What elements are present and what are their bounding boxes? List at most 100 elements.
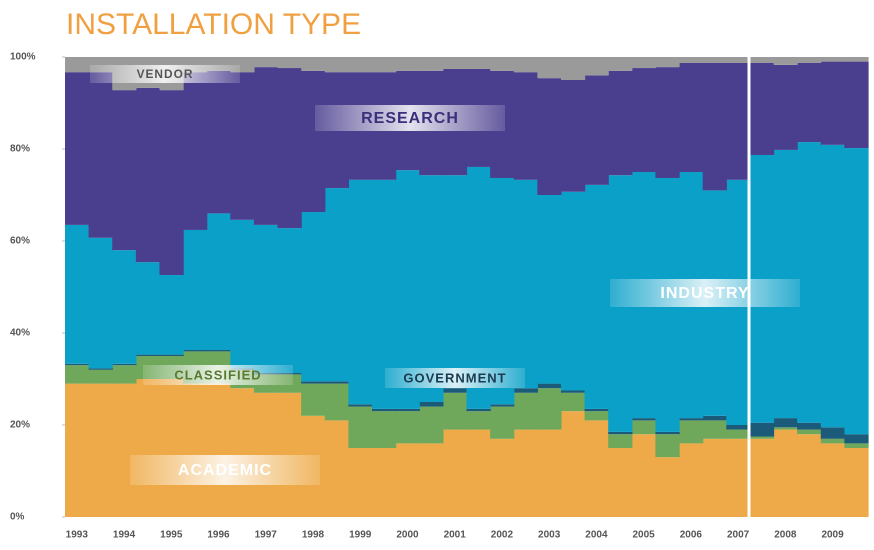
area-segment xyxy=(419,175,444,402)
area-segment xyxy=(253,67,279,225)
y-tick-label: 20% xyxy=(10,420,30,431)
series-label: RESEARCH xyxy=(361,110,459,127)
area-segment xyxy=(560,191,586,391)
area-segment xyxy=(301,383,326,416)
area-segment xyxy=(88,369,113,384)
area-segment xyxy=(348,57,373,73)
area-segment xyxy=(513,392,538,430)
area-segment xyxy=(726,438,751,517)
area-segment xyxy=(372,408,397,412)
area-segment xyxy=(655,67,680,178)
area-segment xyxy=(631,420,657,435)
area-segment xyxy=(820,144,845,428)
area-segment xyxy=(844,443,869,448)
area-segment xyxy=(135,354,161,356)
area-segment xyxy=(183,383,208,517)
area-segment xyxy=(372,57,397,73)
area-segment xyxy=(206,70,231,214)
area-segment xyxy=(584,420,609,517)
area-segment xyxy=(797,142,822,423)
area-segment xyxy=(820,57,845,62)
x-tick-label: 2007 xyxy=(727,530,750,541)
x-tick-label: 1994 xyxy=(113,530,136,541)
area-segment xyxy=(112,383,137,517)
x-tick-label: 2004 xyxy=(585,530,608,541)
area-segment xyxy=(348,179,373,405)
area-segment xyxy=(112,90,137,251)
y-tick-label: 0% xyxy=(10,512,25,523)
area-segment xyxy=(608,448,633,517)
area-segment xyxy=(395,411,420,444)
area-segment xyxy=(820,443,845,517)
area-segment xyxy=(301,70,326,213)
area-segment xyxy=(183,229,208,351)
area-segment xyxy=(679,62,704,173)
area-segment xyxy=(584,57,609,76)
x-tick-label: 1998 xyxy=(302,530,325,541)
area-segment xyxy=(844,448,869,517)
area-segment xyxy=(112,363,137,366)
series-label-box xyxy=(90,65,240,83)
area-segment xyxy=(206,350,231,352)
area-segment xyxy=(584,411,609,421)
area-segment xyxy=(820,61,845,145)
area-segment xyxy=(773,64,798,150)
x-tick-label: 2005 xyxy=(633,530,656,541)
area-segment xyxy=(230,72,255,220)
series-label-box xyxy=(143,365,293,385)
area-segment xyxy=(655,431,680,435)
series-label: VENDOR xyxy=(137,67,194,81)
x-tick-label: 2002 xyxy=(491,530,514,541)
area-segment xyxy=(88,72,113,238)
area-segment xyxy=(277,68,302,229)
area-segment xyxy=(301,57,326,71)
area-segment xyxy=(253,392,279,517)
x-tick-label: 1995 xyxy=(160,530,183,541)
area-segment xyxy=(726,429,751,439)
area-segment xyxy=(537,388,562,430)
area-segment xyxy=(655,434,680,458)
area-segment xyxy=(159,90,184,276)
area-segment xyxy=(560,390,586,393)
area-segment xyxy=(608,57,633,71)
area-segment xyxy=(560,392,586,412)
area-segment xyxy=(679,418,704,421)
area-segment xyxy=(844,57,869,62)
x-tick-label: 2003 xyxy=(538,530,561,541)
area-segment xyxy=(726,57,751,63)
area-segment xyxy=(773,57,798,65)
area-segment xyxy=(702,57,727,63)
area-segment xyxy=(749,436,775,439)
area-segment xyxy=(442,57,468,69)
area-segment xyxy=(88,237,113,369)
area-segment xyxy=(65,383,90,517)
area-segment xyxy=(584,75,609,185)
area-segment xyxy=(112,365,137,384)
area-segment xyxy=(159,275,184,355)
area-segment xyxy=(348,448,373,517)
area-segment xyxy=(324,381,350,384)
area-segment xyxy=(560,80,586,192)
area-segment xyxy=(560,411,586,517)
area-segment xyxy=(584,408,609,412)
area-segment xyxy=(797,422,822,430)
area-segment xyxy=(88,383,113,517)
area-segment xyxy=(679,443,704,517)
area-segment xyxy=(608,434,633,448)
area-segment xyxy=(442,392,468,430)
area-segment xyxy=(513,179,538,389)
area-segment xyxy=(820,427,845,439)
area-segment xyxy=(135,379,161,517)
x-tick-label: 2000 xyxy=(396,530,419,541)
area-segment xyxy=(679,420,704,444)
area-segment xyxy=(419,57,444,71)
series-label: GOVERNMENT xyxy=(403,370,506,385)
area-segment xyxy=(726,62,751,180)
area-segment xyxy=(513,57,538,73)
area-segment xyxy=(183,350,208,352)
area-segment xyxy=(773,418,798,428)
area-segment xyxy=(206,213,231,351)
area-segment xyxy=(183,72,208,230)
area-segment xyxy=(301,212,326,382)
area-segment xyxy=(230,219,255,369)
